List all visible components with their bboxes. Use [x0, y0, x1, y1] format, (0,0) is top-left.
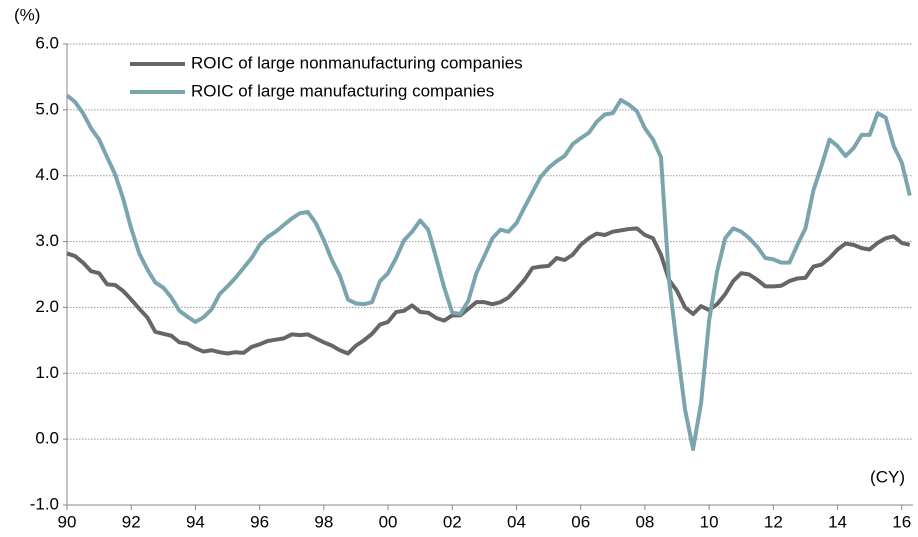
x-tick-label: 08: [635, 512, 654, 531]
y-tick-label: 1.0: [35, 363, 59, 382]
x-tick-label: 90: [58, 512, 77, 531]
y-tick-label: 5.0: [35, 99, 59, 118]
y-tick-label: 3.0: [35, 231, 59, 250]
y-tick-label: 6.0: [35, 33, 59, 52]
y-tick-label: 4.0: [35, 165, 59, 184]
x-tick-label: 16: [892, 512, 911, 531]
y-tick-label: -1.0: [30, 494, 59, 513]
y-tick-label: 2.0: [35, 297, 59, 316]
series-line: [66, 226, 911, 356]
x-tick-label: 98: [314, 512, 333, 531]
x-tick-label: 94: [186, 512, 205, 531]
y-tick-label: 0.0: [35, 429, 59, 448]
series-line: [65, 93, 912, 452]
x-tick-label: 96: [250, 512, 269, 531]
legend-label: ROIC of large nonmanufacturing companies: [191, 53, 523, 72]
y-unit: (%): [14, 5, 40, 24]
x-tick-label: 00: [379, 512, 398, 531]
x-tick-label: 92: [122, 512, 141, 531]
legend-label: ROIC of large manufacturing companies: [191, 81, 494, 100]
x-tick-label: 12: [764, 512, 783, 531]
x-tick-label: 04: [507, 512, 526, 531]
x-unit: (CY): [870, 467, 905, 486]
x-tick-label: 14: [828, 512, 847, 531]
x-tick-label: 10: [700, 512, 719, 531]
x-tick-label: 02: [443, 512, 462, 531]
x-tick-label: 06: [571, 512, 590, 531]
